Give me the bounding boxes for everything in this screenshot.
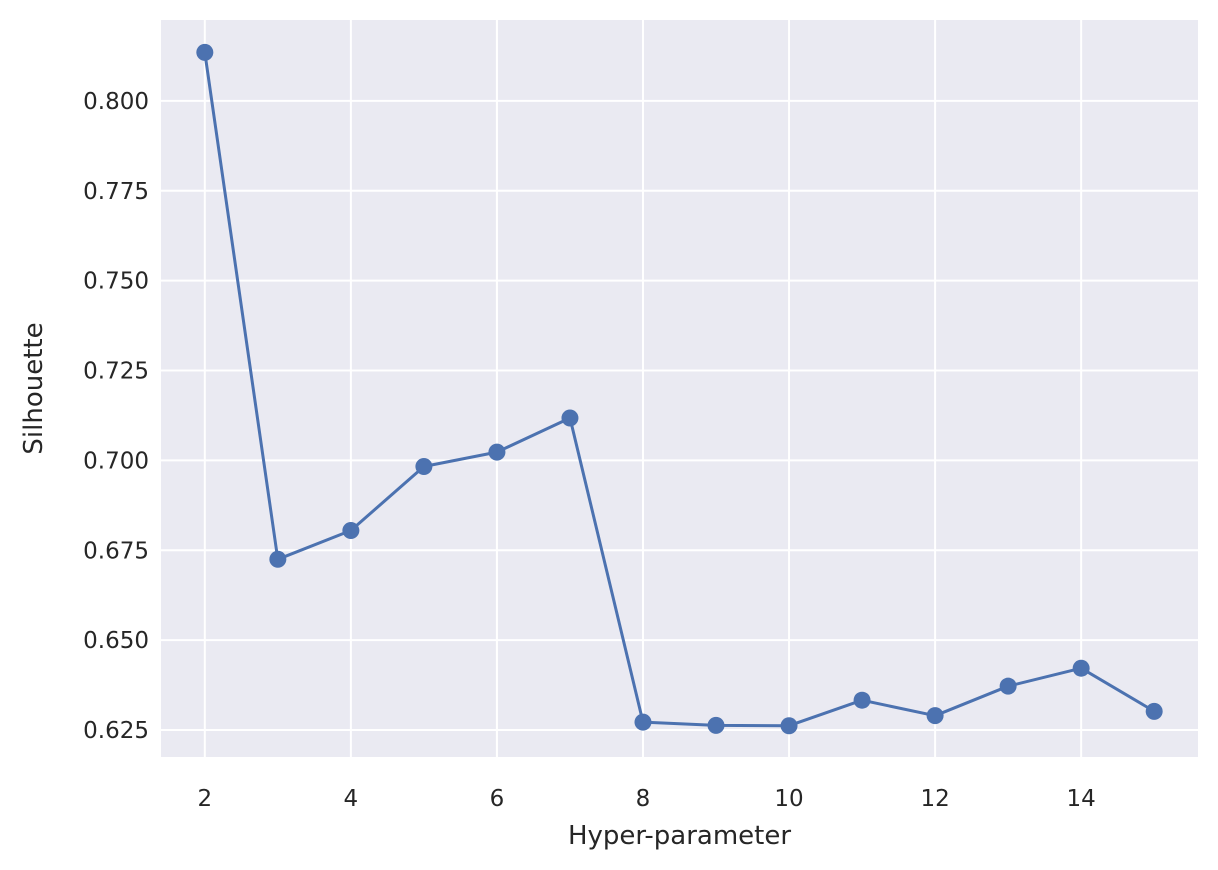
data-point — [1145, 702, 1163, 720]
y-tick-label: 0.675 — [83, 538, 149, 564]
data-point — [926, 707, 944, 725]
y-tick-label: 0.725 — [83, 359, 149, 385]
data-point — [780, 717, 798, 735]
y-axis-label: Silhouette — [19, 322, 49, 454]
x-tick-label: 8 — [636, 786, 651, 812]
y-tick-labels: 0.625 0.650 0.675 0.700 0.725 0.750 0.775 0.800 — [83, 89, 149, 744]
x-tick-label: 10 — [774, 786, 803, 812]
data-point — [1072, 659, 1090, 677]
data-point — [488, 443, 506, 461]
x-tick-label: 4 — [344, 786, 359, 812]
x-tick-label: 14 — [1067, 786, 1096, 812]
data-point — [415, 458, 433, 476]
x-tick-labels: 2 4 6 8 10 12 14 — [197, 786, 1095, 812]
data-point — [561, 409, 579, 427]
data-point — [196, 43, 214, 61]
data-point — [342, 522, 360, 540]
grid-lines — [161, 20, 1198, 757]
data-point — [853, 691, 871, 709]
data-point — [707, 716, 725, 734]
y-tick-label: 0.650 — [83, 628, 149, 654]
y-tick-label: 0.625 — [83, 718, 149, 744]
y-tick-label: 0.775 — [83, 179, 149, 205]
series-line — [203, 52, 1155, 728]
data-point — [634, 713, 652, 731]
y-tick-label: 0.800 — [83, 89, 149, 115]
data-point — [269, 550, 287, 568]
x-tick-label: 2 — [197, 786, 212, 812]
x-tick-label: 12 — [920, 786, 949, 812]
series-layer — [196, 43, 1163, 735]
x-axis-label: Hyper-parameter — [568, 821, 791, 851]
y-tick-label: 0.700 — [83, 448, 149, 474]
y-tick-label: 0.750 — [83, 269, 149, 295]
x-tick-label: 6 — [490, 786, 505, 812]
data-point — [999, 677, 1017, 695]
plot-area — [161, 20, 1198, 757]
